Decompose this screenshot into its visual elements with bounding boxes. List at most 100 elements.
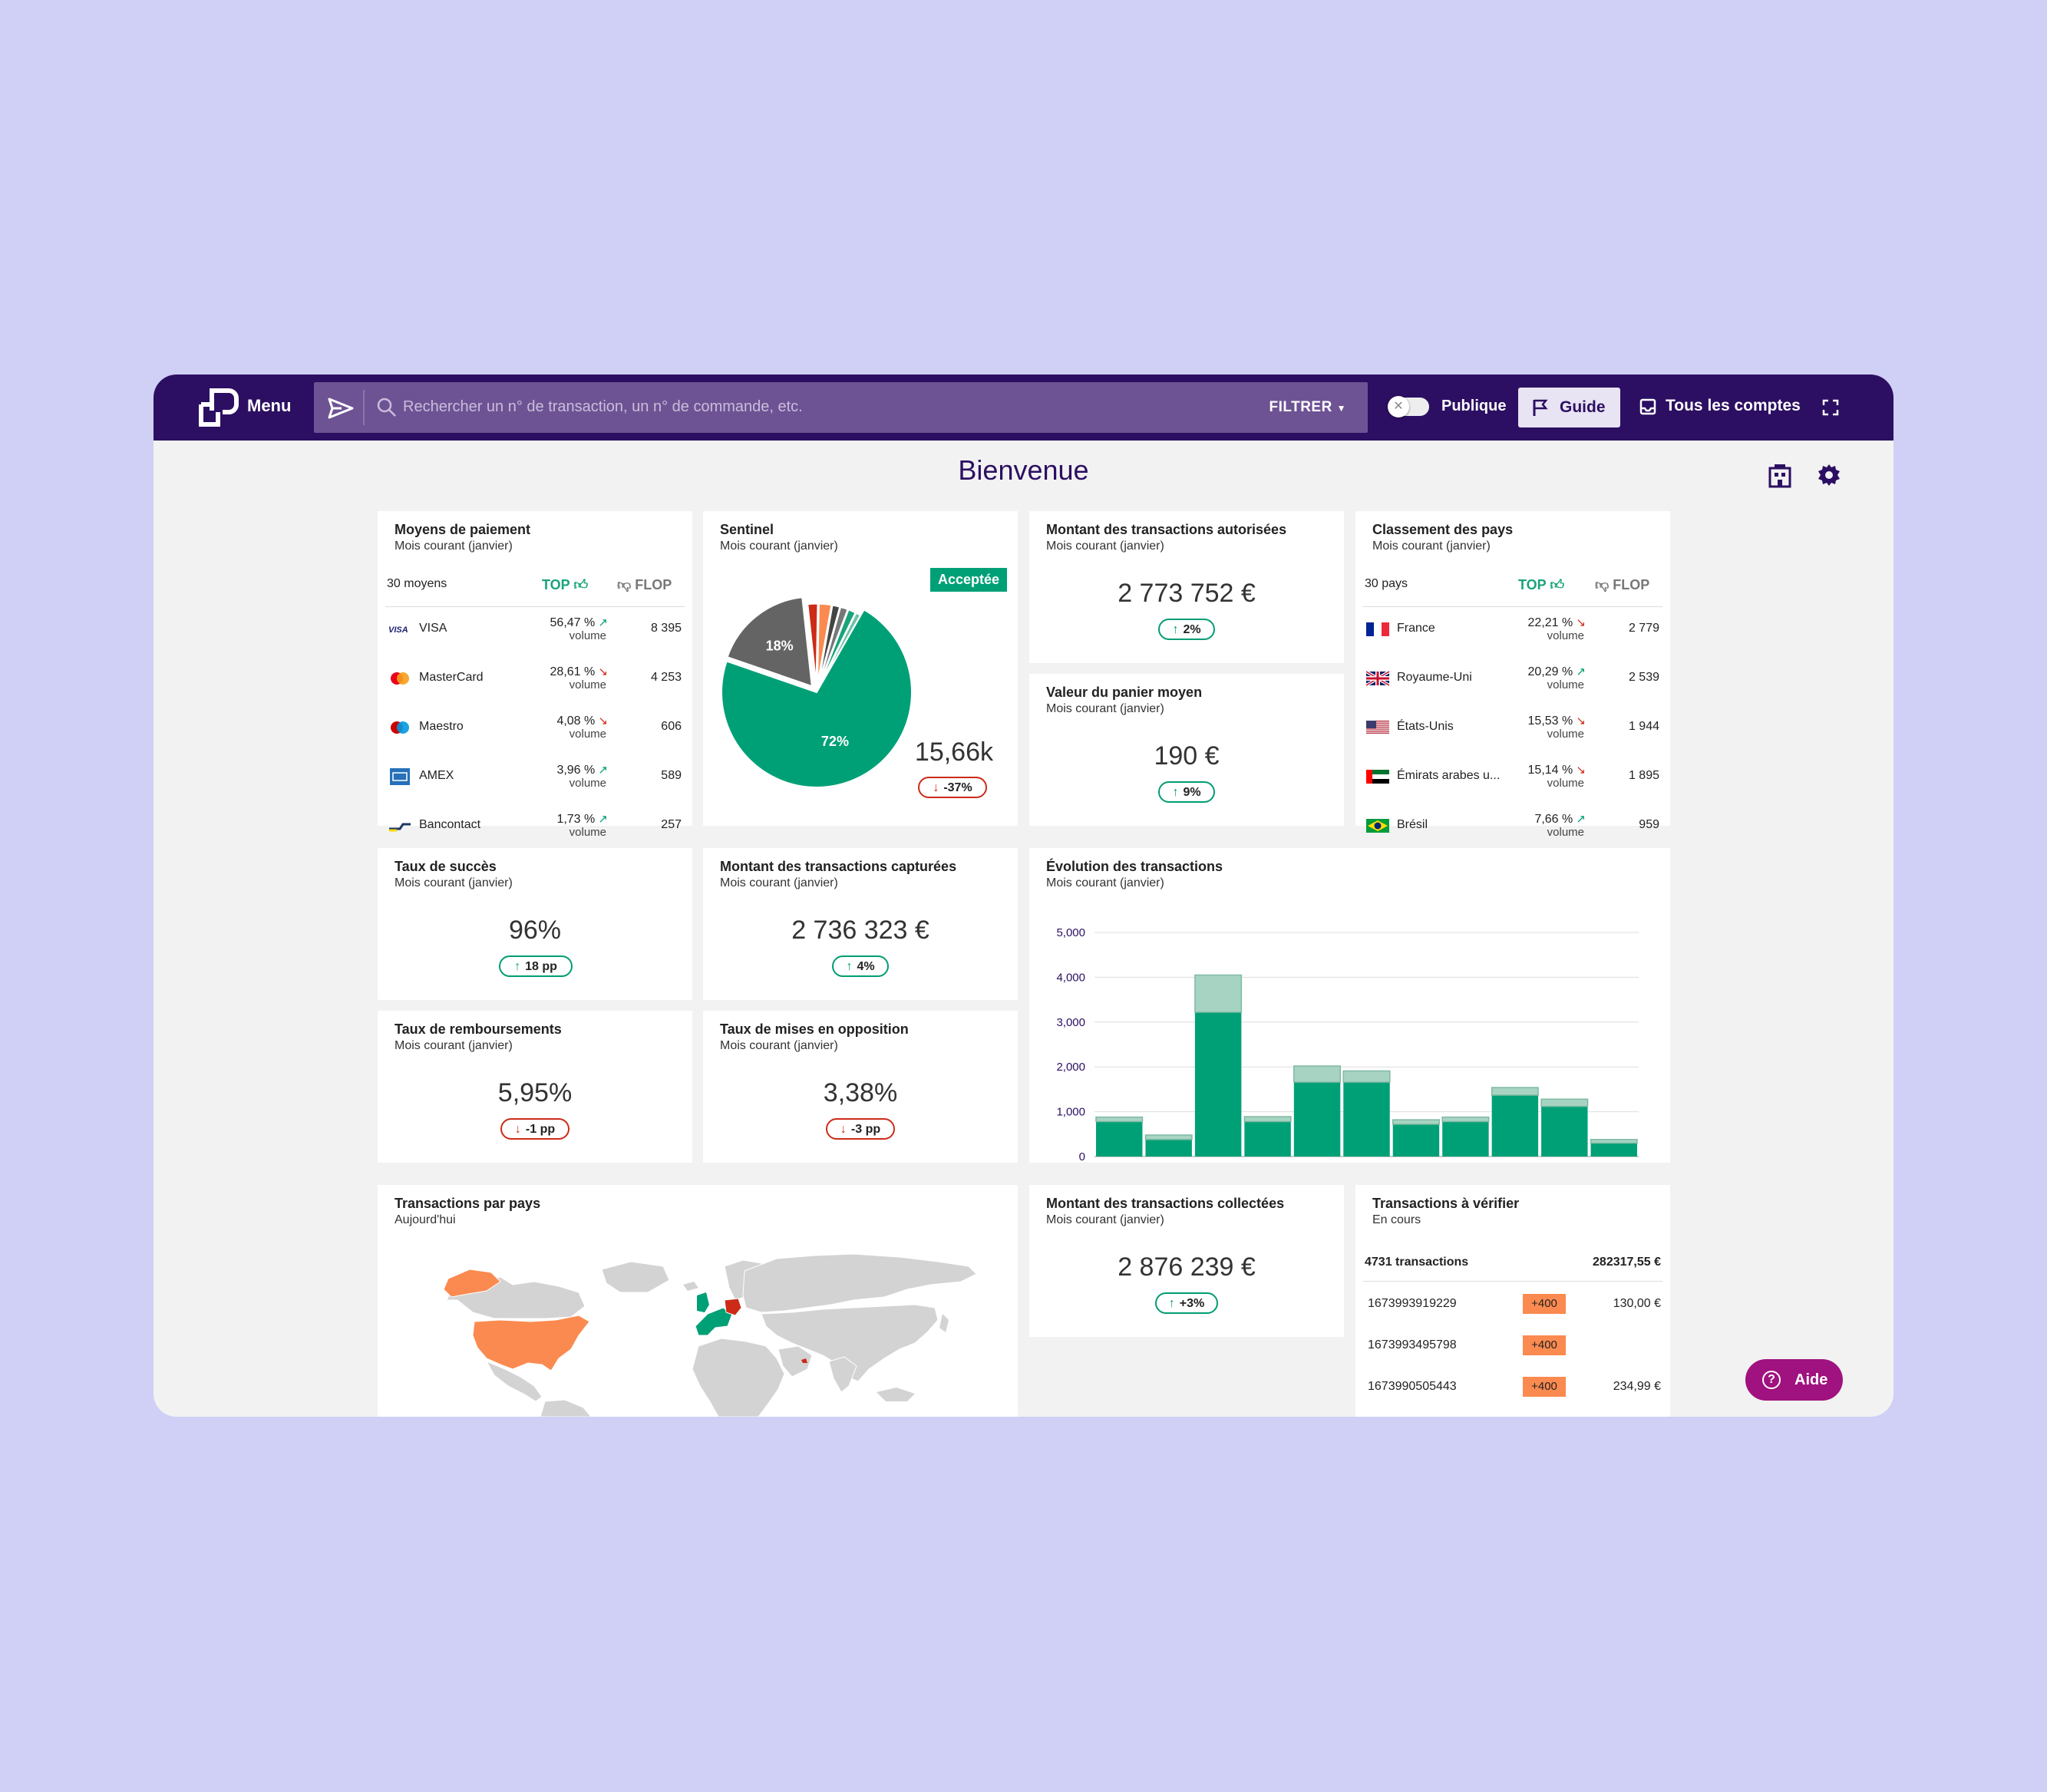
pie-slice[interactable] <box>819 612 862 686</box>
send-icon[interactable] <box>328 398 354 419</box>
metric-value: 5,95% <box>497 1078 573 1107</box>
accounts-selector[interactable]: Tous les comptes <box>1666 397 1801 414</box>
list-item[interactable]: Maestro 4,08 % ↘ volume 606 <box>378 709 692 747</box>
uk-flag-icon <box>1366 670 1389 687</box>
list-item[interactable]: MasterCard 28,61 % ↘ volume 4 253 <box>378 660 692 698</box>
bar-segment-primary[interactable] <box>1096 1121 1143 1157</box>
sentinel-value: 15,66k <box>914 738 993 767</box>
search-icon <box>377 398 396 417</box>
building-icon[interactable] <box>1767 462 1793 488</box>
filter-button[interactable]: FILTRER ▼ <box>1269 399 1346 416</box>
bar-segment-secondary[interactable] <box>1590 1139 1638 1144</box>
bar-segment-secondary[interactable] <box>1491 1087 1539 1096</box>
fullscreen-icon[interactable] <box>1821 398 1840 417</box>
transaction-row[interactable]: 1673993919229 +400 130,00 € <box>1355 1285 1670 1326</box>
map-region-south-america <box>540 1399 592 1417</box>
bar-segment-primary[interactable] <box>1491 1094 1539 1157</box>
payment-methods-card: Moyens de paiement Mois courant (janvier… <box>378 511 692 839</box>
change-value: 2% <box>1183 623 1201 636</box>
item-count: 2 539 <box>1628 671 1659 684</box>
publique-toggle[interactable]: ✕ <box>1388 396 1429 417</box>
transaction-row[interactable]: 1673993495798 +400 <box>1355 1326 1670 1368</box>
change-badge: ↓ -1 pp <box>500 1118 570 1140</box>
search-input[interactable]: Rechercher un n° de transaction, un n° d… <box>403 398 803 415</box>
help-button[interactable]: ? Aide <box>1745 1359 1843 1401</box>
list-item[interactable]: Bancontact 1,73 % ↗ volume 257 <box>378 807 692 846</box>
gear-icon[interactable] <box>1816 462 1842 488</box>
list-item[interactable]: VISA VISA 56,47 % ↗ volume 8 395 <box>378 611 692 649</box>
pie-slice[interactable] <box>721 609 913 788</box>
refund-rate-card: Taux de remboursements Mois courant (jan… <box>378 1011 692 1163</box>
search-bar[interactable]: Rechercher un n° de transaction, un n° d… <box>314 382 1368 433</box>
card-subtitle: Mois courant (janvier) <box>395 876 513 889</box>
list-item[interactable]: Brésil 7,66 % ↗ volume 959 <box>1355 807 1670 846</box>
app-logo[interactable] <box>198 388 239 427</box>
score-badge: +400 <box>1523 1377 1566 1397</box>
bar-segment-secondary[interactable] <box>1144 1134 1193 1140</box>
bar-segment-primary[interactable] <box>1145 1139 1192 1157</box>
pie-slice[interactable] <box>807 602 819 685</box>
divider <box>1363 606 1662 607</box>
bar-segment-secondary[interactable] <box>1392 1119 1440 1125</box>
top-sort-button[interactable]: TOP 👍︎ <box>542 576 588 593</box>
list-item[interactable]: France 22,21 % ↘ volume 2 779 <box>1355 611 1670 649</box>
bar-segment-secondary[interactable] <box>1441 1116 1490 1123</box>
percentage-value: 56,47 % <box>550 616 596 629</box>
bar-segment-secondary[interactable] <box>1194 974 1243 1013</box>
volume-label: volume <box>1547 728 1584 741</box>
bar-segment-primary[interactable] <box>1244 1121 1291 1157</box>
metric-value: 2 876 239 € <box>1118 1252 1256 1282</box>
trend-down-icon: ↘ <box>595 714 608 728</box>
metric-value: 2 736 323 € <box>791 916 929 945</box>
bar-segment-secondary[interactable] <box>1095 1116 1144 1123</box>
list-item[interactable]: États-Unis 15,53 % ↘ volume 1 944 <box>1355 709 1670 747</box>
list-item[interactable]: Royaume-Uni 20,29 % ↗ volume 2 539 <box>1355 660 1670 698</box>
menu-button[interactable]: Menu <box>247 396 292 415</box>
change-badge: ↑ 4% <box>832 955 889 977</box>
bar-segment-primary[interactable] <box>1442 1121 1489 1157</box>
change-value: -3 pp <box>850 1123 881 1136</box>
item-name: VISA <box>419 622 447 635</box>
item-count: 959 <box>1639 818 1659 831</box>
bar-segment-primary[interactable] <box>1392 1124 1440 1157</box>
bar-segment-primary[interactable] <box>1541 1106 1588 1157</box>
map-region-japan <box>939 1314 949 1332</box>
accepted-filter-badge[interactable]: Acceptée <box>929 568 1007 592</box>
list-item[interactable]: Émirats arabes u... 15,14 % ↘ volume 1 895 <box>1355 758 1670 797</box>
bar-segment-secondary[interactable] <box>1342 1070 1391 1083</box>
transaction-row[interactable]: 1673990505443 +400 234,99 € <box>1355 1368 1670 1409</box>
bar-segment-primary[interactable] <box>1343 1082 1390 1157</box>
metric-value: 190 € <box>1154 741 1220 771</box>
bar-segment-primary[interactable] <box>1194 1012 1242 1157</box>
card-title: Évolution des transactions <box>1046 859 1223 874</box>
list-item[interactable]: AMEX 3,96 % ↗ volume 589 <box>378 758 692 797</box>
metric-value: 2 773 752 € <box>1118 579 1256 608</box>
map-region-asia <box>761 1304 939 1382</box>
card-title: Montant des transactions capturées <box>720 859 957 874</box>
transactions-evolution-card: Évolution des transactions Mois courant … <box>1029 848 1670 1163</box>
inbox-icon[interactable] <box>1639 398 1656 415</box>
bar-segment-secondary[interactable] <box>1540 1098 1589 1107</box>
bar-segment-secondary[interactable] <box>1243 1116 1292 1123</box>
percentage-value: 7,66 % <box>1534 813 1573 826</box>
flop-sort-button[interactable]: 👎︎ FLOP <box>617 576 672 593</box>
item-count: 1 895 <box>1628 769 1659 782</box>
mastercard-icon <box>391 672 409 685</box>
pie-slice[interactable] <box>816 602 833 685</box>
divider <box>385 606 685 607</box>
collected-amount-card: Montant des transactions collectées Mois… <box>1029 1185 1344 1337</box>
pie-slice[interactable] <box>726 596 813 688</box>
item-count: 2 779 <box>1628 622 1659 635</box>
item-percentage: 7,66 % ↗ <box>1534 812 1586 827</box>
top-sort-button[interactable]: TOP 👍︎ <box>1518 576 1564 593</box>
arrow-up-icon: ↑ <box>1168 1297 1175 1310</box>
bar-segment-primary[interactable] <box>1293 1082 1341 1157</box>
bar-segment-primary[interactable] <box>1590 1143 1637 1157</box>
bar-segment-secondary[interactable] <box>1293 1065 1342 1083</box>
world-map[interactable] <box>378 1185 1018 1417</box>
item-percentage: 1,73 % ↗ <box>556 812 608 827</box>
transaction-amount: 234,99 € <box>1613 1380 1661 1393</box>
guide-button[interactable]: Guide <box>1518 388 1620 427</box>
volume-label: volume <box>569 629 606 642</box>
flop-sort-button[interactable]: 👎︎ FLOP <box>1595 576 1649 593</box>
